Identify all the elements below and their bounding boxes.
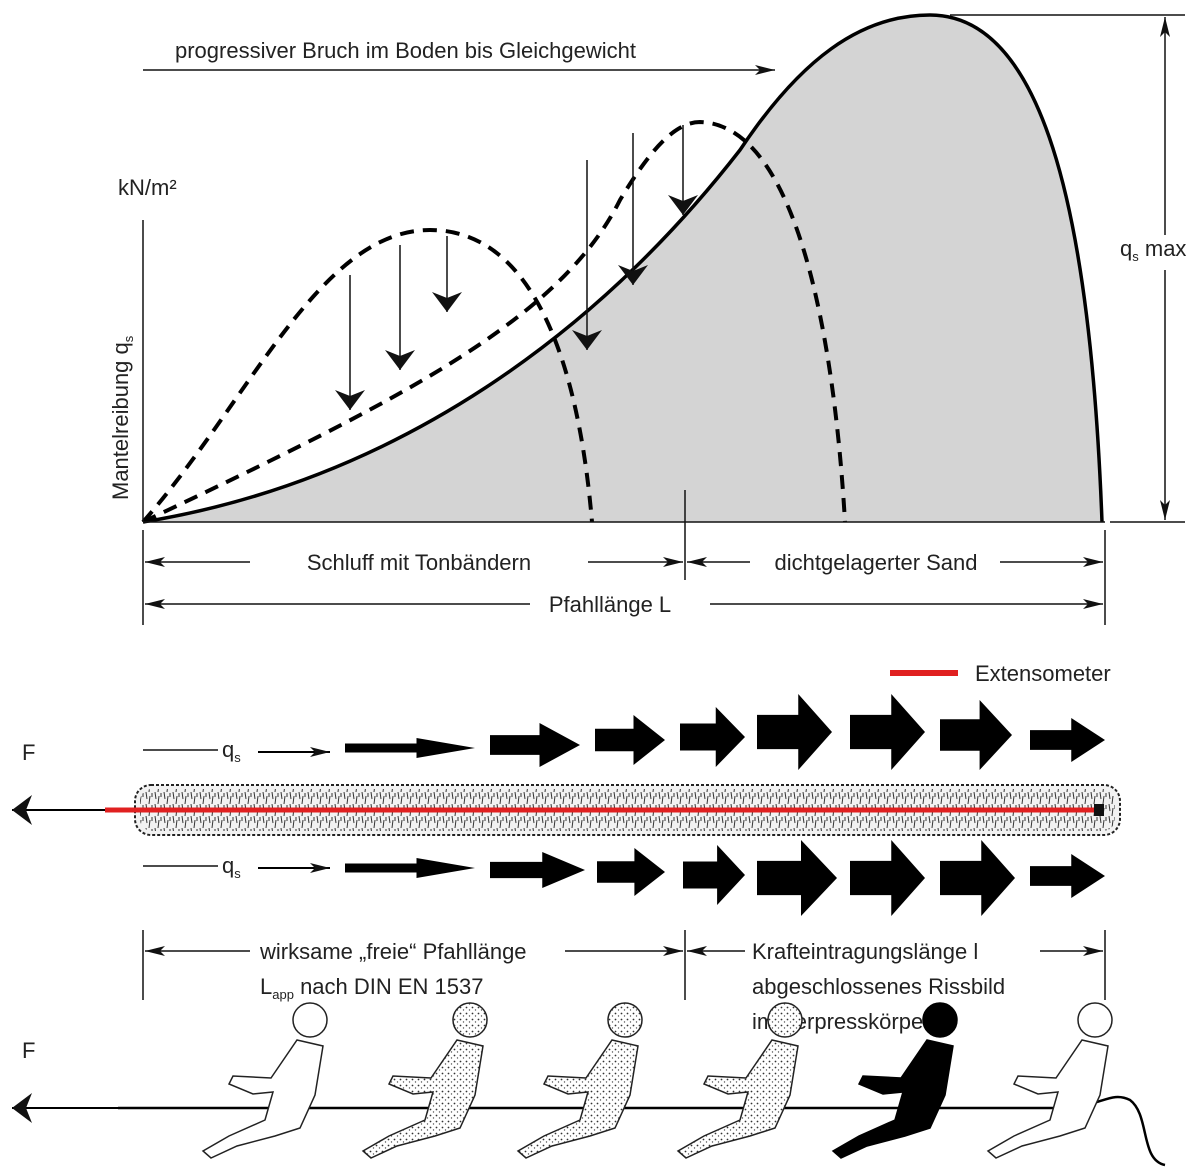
- shear-arrow: [345, 738, 475, 758]
- shear-arrow: [595, 715, 665, 765]
- text-part: nach DIN EN 1537: [294, 974, 484, 999]
- tug-of-war: F: [11, 1002, 1166, 1167]
- text-part: s: [234, 750, 241, 765]
- total-label: Pfahllänge L: [549, 592, 671, 617]
- text-part: Mantelreibung q: [108, 342, 133, 500]
- force-label: F: [22, 740, 35, 765]
- dashed-curve: [142, 119, 847, 524]
- text-part: s: [1132, 249, 1139, 264]
- text-part: Extensometer: [975, 661, 1111, 686]
- shear-arrow: [490, 852, 585, 888]
- text-part: F: [22, 740, 35, 765]
- free-length-label: wirksame „freie“ Pfahllänge: [259, 939, 527, 964]
- text-part: Krafteintragungslänge l: [752, 939, 978, 964]
- y-label: Mantelreibung qs: [108, 335, 136, 500]
- shear-arrow: [940, 840, 1015, 916]
- text-part: F: [22, 1038, 35, 1063]
- final-curve: [142, 13, 1104, 524]
- shear-label: qs: [222, 853, 241, 881]
- text-part: dichtgelagerter Sand: [774, 550, 977, 575]
- shear-arrow: [940, 700, 1012, 770]
- legend-label: Extensometer: [975, 661, 1111, 686]
- shear-arrow: [757, 694, 832, 770]
- text-part: max: [1139, 236, 1187, 261]
- shear-arrow: [597, 848, 665, 896]
- chart-title: progressiver Bruch im Boden bis Gleichge…: [175, 38, 636, 63]
- bond-length-label: Krafteintragungslänge l: [752, 939, 978, 964]
- text-part: progressiver Bruch im Boden bis Gleichge…: [175, 38, 636, 63]
- peak-label: qs max: [1120, 236, 1186, 264]
- text-part: app: [272, 987, 294, 1002]
- segment-label: dichtgelagerter Sand: [774, 550, 977, 575]
- segment-label: Schluff mit Tonbändern: [307, 550, 531, 575]
- text-part: s: [234, 866, 241, 881]
- person: [517, 1002, 643, 1159]
- shear-arrow: [490, 723, 580, 767]
- force-label: F: [22, 1038, 35, 1063]
- text-part: q: [1120, 236, 1132, 261]
- anchor-head: [1094, 804, 1104, 816]
- bond-length-label: abgeschlossenes Rissbild: [752, 974, 1005, 999]
- person: [362, 1002, 488, 1159]
- person: [202, 1002, 328, 1159]
- load-transfer-arrows: [335, 125, 698, 410]
- shear-arrow: [850, 840, 925, 916]
- text-part: Pfahllänge L: [549, 592, 671, 617]
- person: [677, 1002, 803, 1159]
- person: [987, 1002, 1113, 1159]
- friction-chart: progressiver Bruch im Boden bis Gleichge…: [108, 13, 1186, 625]
- shear-arrow: [757, 840, 837, 916]
- shear-arrow: [680, 707, 745, 767]
- text-part: kN/m²: [118, 175, 177, 200]
- shear-label: qs: [222, 737, 241, 765]
- text-part: s: [121, 335, 136, 342]
- dashed-curve: [141, 227, 594, 524]
- free-length-label: Lapp nach DIN EN 1537: [260, 974, 484, 1002]
- text-part: L: [260, 974, 272, 999]
- shear-arrow: [1030, 854, 1105, 898]
- text-part: q: [222, 853, 234, 878]
- shear-arrow: [1030, 718, 1105, 762]
- shear-arrow: [345, 858, 475, 878]
- text-part: Schluff mit Tonbändern: [307, 550, 531, 575]
- mobilized-area: [143, 15, 1102, 522]
- y-unit: kN/m²: [118, 175, 177, 200]
- shear-arrow: [683, 845, 745, 905]
- anchor-diagram: Extensometer F qs qs wirksame „freie“ Pf…: [11, 661, 1121, 1034]
- shear-arrow: [850, 694, 925, 770]
- text-part: abgeschlossenes Rissbild: [752, 974, 1005, 999]
- text-part: q: [222, 737, 234, 762]
- text-part: wirksame „freie“ Pfahllänge: [259, 939, 527, 964]
